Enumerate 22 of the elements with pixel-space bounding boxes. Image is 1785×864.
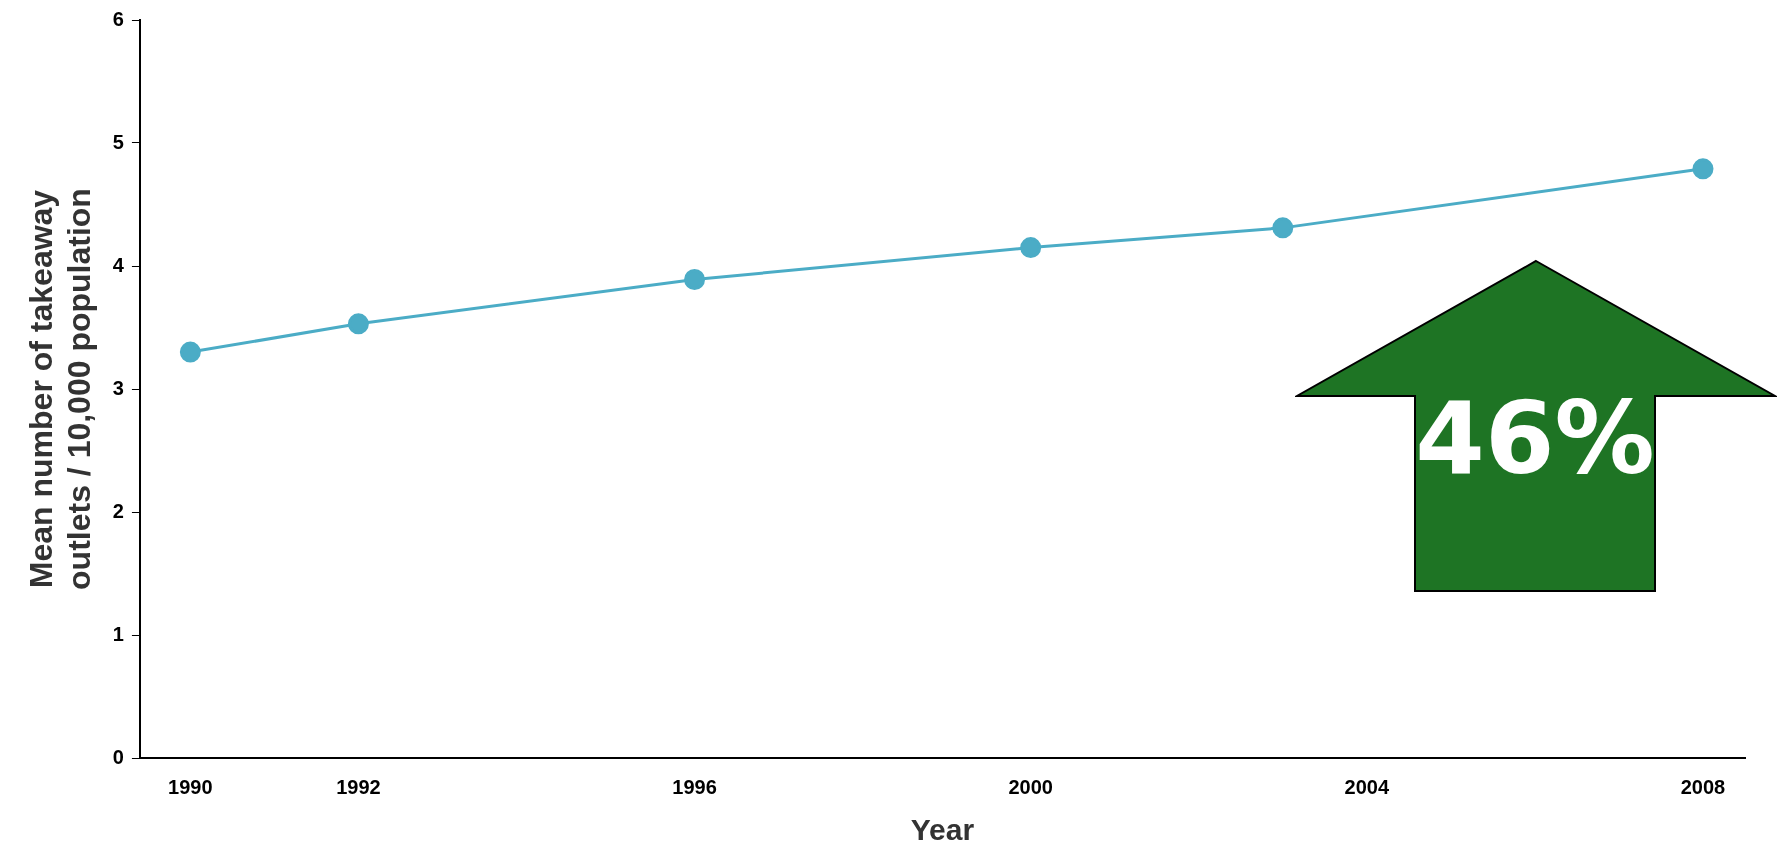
- y-tick-label: 3: [112, 376, 124, 399]
- x-tick-label: 1990: [168, 775, 213, 798]
- x-tick-label: 1992: [336, 775, 381, 798]
- x-tick-label: 1996: [672, 775, 717, 798]
- x-tick-label: 2008: [1680, 775, 1726, 798]
- point: [1272, 217, 1294, 239]
- annotation: 46%: [1415, 380, 1655, 497]
- y-tick-label: 2: [112, 499, 124, 522]
- y-tick-label: 1: [112, 622, 124, 645]
- point: [1692, 158, 1714, 180]
- x-tick-label: 2004: [1344, 775, 1390, 798]
- point: [684, 269, 706, 291]
- point: [347, 313, 369, 335]
- x-axis-title: Year: [910, 813, 975, 847]
- y-axis-title: Mean number of takeaway outlets / 10,000 population: [23, 188, 98, 590]
- y-tick-label: 6: [112, 7, 124, 30]
- point: [1020, 237, 1042, 259]
- y-tick-label: 0: [112, 745, 124, 768]
- x-tick-label: 2000: [1008, 775, 1053, 798]
- y-tick-label: 5: [112, 130, 124, 153]
- point: [179, 341, 201, 363]
- y-tick-label: 4: [112, 253, 125, 276]
